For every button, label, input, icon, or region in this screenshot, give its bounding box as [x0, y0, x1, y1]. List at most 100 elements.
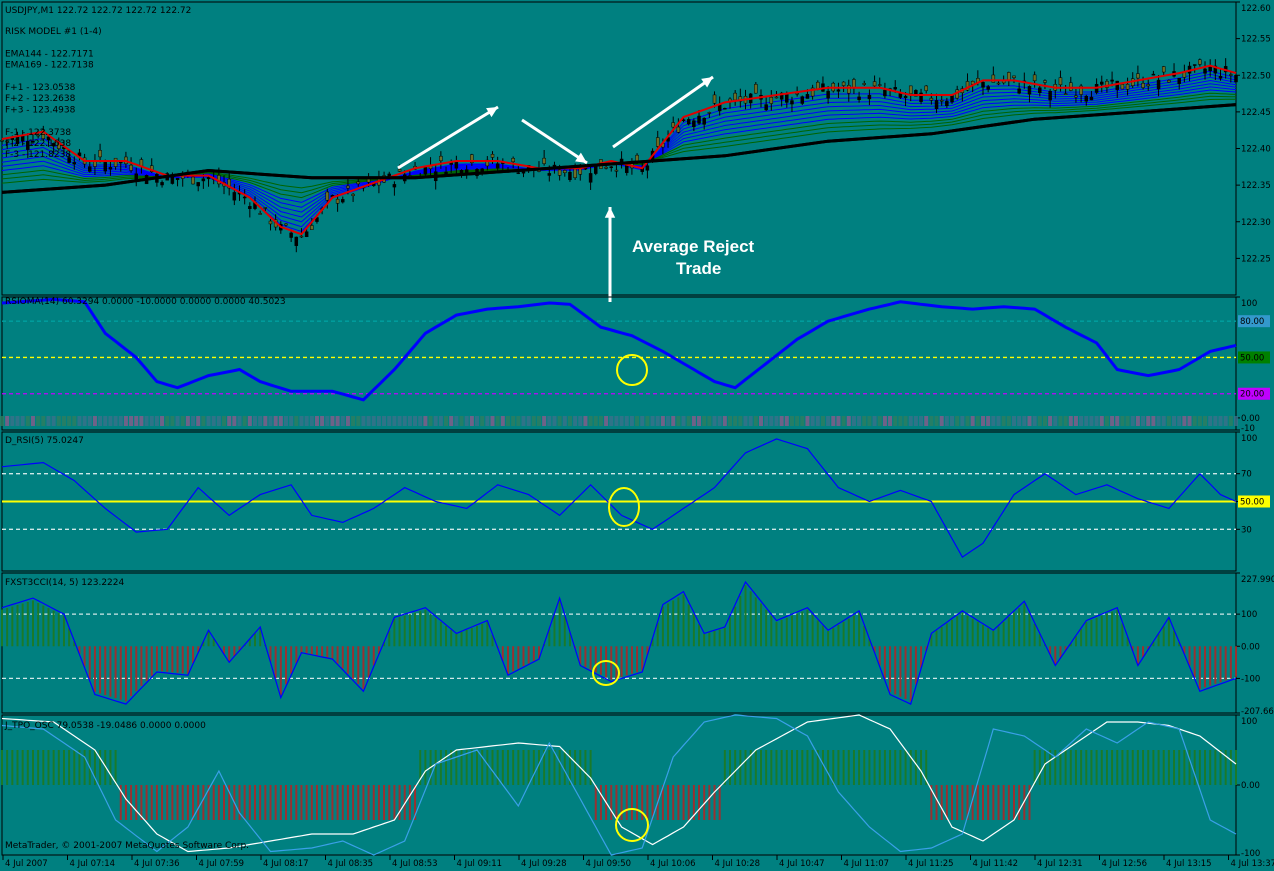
signal-strip-bar: [733, 416, 738, 426]
signal-strip-bar: [893, 416, 898, 426]
signal-strip-bar: [722, 416, 727, 426]
signal-strip-bar: [604, 416, 609, 426]
candle-body: [299, 235, 304, 238]
candle-body: [284, 223, 288, 226]
signal-strip-bar: [810, 416, 815, 426]
signal-strip-bar: [1130, 416, 1135, 426]
signal-strip-bar: [913, 416, 918, 426]
candle-body: [160, 182, 164, 186]
candle-body: [397, 169, 402, 172]
candle-body: [1125, 84, 1130, 90]
signal-strip-bar: [30, 416, 35, 426]
candle-body: [495, 163, 500, 169]
candle-body: [268, 220, 273, 225]
candle-body: [310, 225, 314, 230]
signal-strip-bar: [588, 416, 593, 426]
x-tick-label: 4 Jul 08:35: [328, 859, 374, 869]
cci-panel: 227.9905 100 0.00 -100 -207.661: [1, 572, 1274, 717]
signal-strip-bar: [789, 416, 794, 426]
signal-strip-bar: [134, 416, 139, 426]
signal-strip-bar: [769, 416, 774, 426]
candle-body: [852, 79, 856, 88]
candle-body: [1069, 82, 1073, 91]
signal-strip-bar: [165, 416, 170, 426]
annotation-line-2: Trade: [676, 259, 721, 278]
signal-strip-bar: [237, 416, 242, 426]
signal-strip-bar: [1218, 416, 1223, 426]
signal-strip-bar: [717, 416, 722, 426]
arrow-down-right: [521, 118, 588, 165]
x-tick-label: 4 Jul 09:28: [521, 859, 567, 869]
y-tick-label: 122.45: [1241, 108, 1271, 118]
signal-strip-bar: [800, 416, 805, 426]
signal-strip-bar: [0, 416, 4, 426]
candle-body: [67, 157, 71, 163]
signal-strip-bar: [428, 416, 433, 426]
signal-strip-bar: [263, 416, 268, 426]
signal-strip-bar: [216, 416, 221, 426]
signal-strip-bar: [536, 416, 541, 426]
signal-strip-bar: [175, 416, 180, 426]
series-line: [1, 297, 1237, 402]
candle-body: [1115, 80, 1119, 90]
signal-strip-bar: [1213, 416, 1218, 426]
candle-body: [764, 104, 768, 111]
signal-strip-bar: [939, 416, 944, 426]
signal-strip-bar: [1166, 416, 1171, 426]
price-title: USDJPY,M1 122.72 122.72 122.72 122.72: [5, 6, 191, 16]
signal-strip-bar: [387, 416, 392, 426]
candle-body: [986, 86, 990, 90]
signal-strip-bar: [877, 416, 882, 426]
candle-body: [738, 96, 743, 102]
signal-strip-bar: [1187, 416, 1192, 426]
candle-body: [826, 90, 830, 99]
signal-strip-bar: [691, 416, 696, 426]
signal-strip-bar: [1208, 416, 1213, 426]
candle-body: [242, 196, 247, 199]
signal-strip-bar: [61, 416, 66, 426]
signal-strip-bar: [1104, 416, 1109, 426]
candle-body: [924, 85, 928, 91]
candle-body: [335, 198, 340, 204]
signal-strip-bar: [583, 416, 588, 426]
candle-body: [31, 140, 35, 143]
candle-body: [470, 154, 474, 163]
arrow-up-head: [604, 207, 616, 218]
candle-body: [1032, 74, 1037, 82]
candle-body: [351, 193, 355, 196]
level-label-box: [1238, 495, 1270, 508]
footer-copyright: MetaTrader, © 2001-2007 MetaQuotes Softw…: [5, 841, 249, 851]
signal-strip-bar: [438, 416, 443, 426]
candle-body: [1100, 81, 1104, 85]
signal-strip-bar: [201, 416, 206, 426]
signal-strip-bar: [831, 416, 836, 426]
candle-body: [908, 85, 913, 95]
candle-body: [77, 152, 82, 157]
signal-strip-bar: [413, 416, 418, 426]
candle-body: [289, 232, 293, 238]
signal-strip-bar: [1099, 416, 1104, 426]
signal-strip-bar: [1073, 416, 1078, 426]
signal-strip-bar: [1172, 416, 1177, 426]
signal-strip-bar: [485, 416, 490, 426]
signal-strip-bar: [108, 416, 113, 426]
signal-strip-bar: [459, 416, 464, 426]
signal-strip-bar: [743, 416, 748, 426]
level-label-box: [1238, 351, 1270, 364]
signal-strip-bar: [397, 416, 402, 426]
y-tick-label: 70: [1241, 470, 1252, 480]
candle-body: [304, 231, 309, 238]
candle-body: [697, 115, 701, 124]
signal-strip-bar: [402, 416, 407, 426]
signal-strip-bar: [242, 416, 247, 426]
signal-strip-bar: [345, 416, 350, 426]
signal-strip-bar: [500, 416, 505, 426]
signal-strip-bar: [361, 416, 366, 426]
signal-strip-bar: [1084, 416, 1089, 426]
signal-strip-bar: [738, 416, 743, 426]
signal-strip-bar: [655, 416, 660, 426]
signal-strip-bar: [160, 416, 165, 426]
signal-strip-bar: [41, 416, 46, 426]
candle-body: [1110, 79, 1114, 82]
signal-strip-bar: [449, 416, 454, 426]
